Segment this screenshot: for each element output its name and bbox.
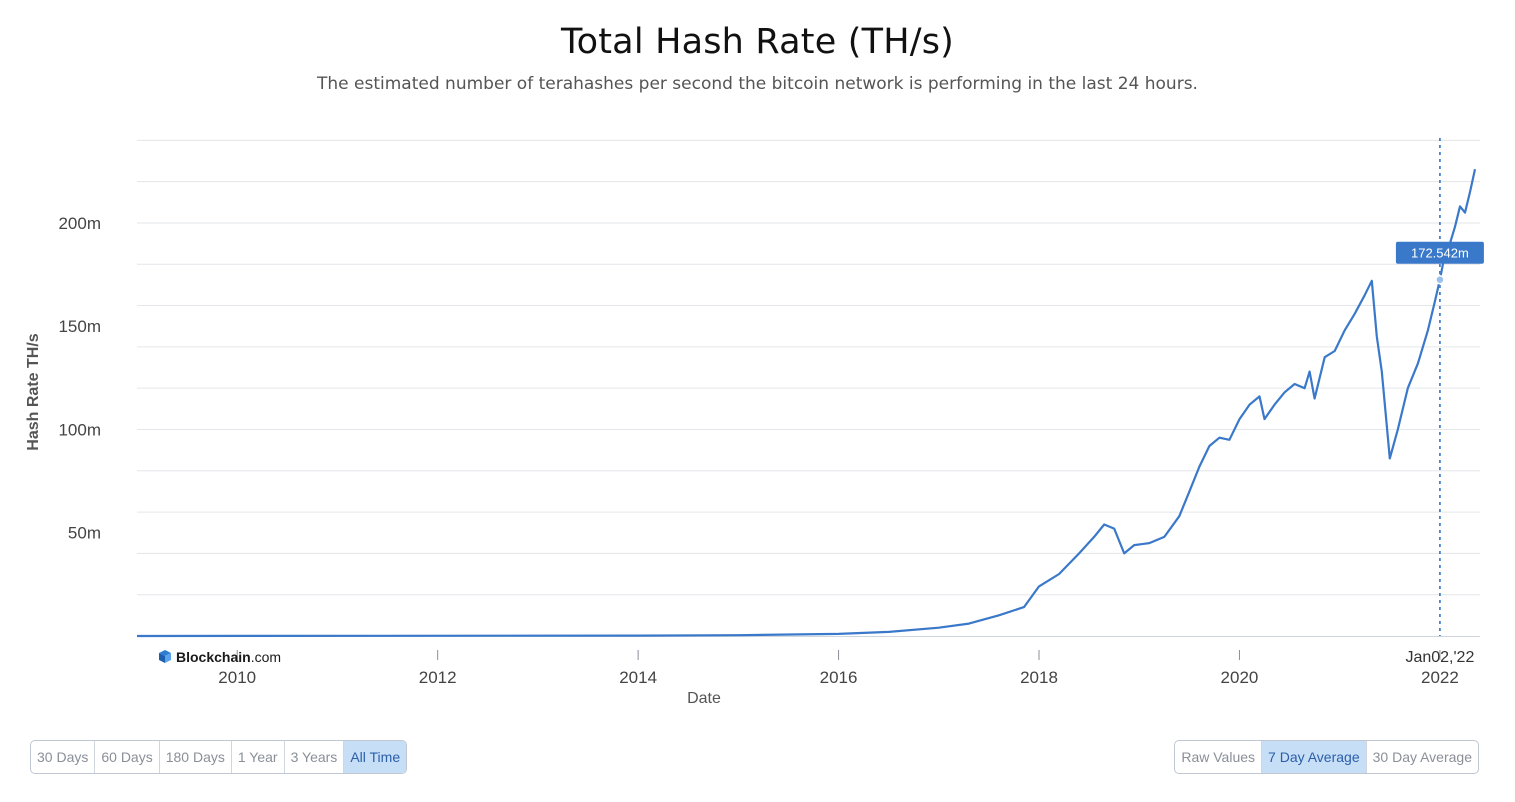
- chart-subtitle: The estimated number of terahashes per s…: [317, 74, 1198, 94]
- y-tick-label: 100m: [58, 420, 101, 439]
- chart-title: Total Hash Rate (TH/s): [561, 22, 954, 62]
- range-3-years-button[interactable]: 3 Years: [285, 741, 345, 773]
- svg-text:Blockchain.com: Blockchain.com: [176, 649, 281, 665]
- blockchain-logo-icon: [159, 650, 171, 663]
- y-tick-label: 200m: [58, 214, 101, 233]
- y-tick-label: 50m: [68, 524, 101, 543]
- grid-lines: [137, 139, 1480, 596]
- range-1-year-button[interactable]: 1 Year: [232, 741, 285, 773]
- x-tick-label: 2020: [1221, 668, 1259, 687]
- tooltip-value: 172.542m: [1411, 246, 1469, 261]
- crosshair-date-label: Jan02,'22: [1405, 649, 1474, 666]
- x-axis-ticks: 2010 2012 2014 2016 2018 2020 2022: [218, 650, 1459, 687]
- y-tick-label: 150m: [58, 317, 101, 336]
- average-selector: Raw Values 7 Day Average 30 Day Average: [1174, 740, 1479, 774]
- y-axis-ticks: 50m 100m 150m 200m: [58, 214, 101, 543]
- x-tick-label: 2022: [1421, 668, 1459, 687]
- x-tick-label: 2018: [1020, 668, 1058, 687]
- range-all-time-button[interactable]: All Time: [344, 741, 407, 773]
- tooltip-box: [1395, 241, 1484, 264]
- watermark-brand: Blockchain: [176, 649, 251, 665]
- range-60-days-button[interactable]: 60 Days: [95, 741, 160, 773]
- blockchain-watermark: Blockchain.com: [159, 649, 281, 665]
- hover-point: [1435, 274, 1445, 285]
- time-range-selector: 30 Days 60 Days 180 Days 1 Year 3 Years …: [30, 740, 408, 774]
- thirty-day-average-button[interactable]: 30 Day Average: [1372, 749, 1472, 765]
- range-180-days-button[interactable]: 180 Days: [160, 741, 232, 773]
- watermark-suffix: .com: [251, 649, 281, 665]
- hash-rate-series-line: [136, 168, 1477, 638]
- x-tick-label: 2012: [419, 668, 457, 687]
- y-axis-label: Hash Rate TH/s: [25, 333, 42, 450]
- raw-values-button[interactable]: Raw Values: [1175, 741, 1263, 773]
- x-tick-label: 2010: [218, 668, 256, 687]
- x-axis-label: Date: [687, 690, 721, 707]
- seven-day-average-button[interactable]: 7 Day Average: [1262, 741, 1367, 773]
- value-tooltip: 172.542m: [1395, 241, 1484, 264]
- x-tick-label: 2016: [820, 668, 858, 687]
- range-30-days-button[interactable]: 30 Days: [31, 741, 96, 773]
- x-tick-label: 2014: [619, 668, 657, 687]
- hash-rate-chart[interactable]: 50m 100m 150m 200m 2010 2012 2014 2016 2018 2020…: [0, 0, 1515, 720]
